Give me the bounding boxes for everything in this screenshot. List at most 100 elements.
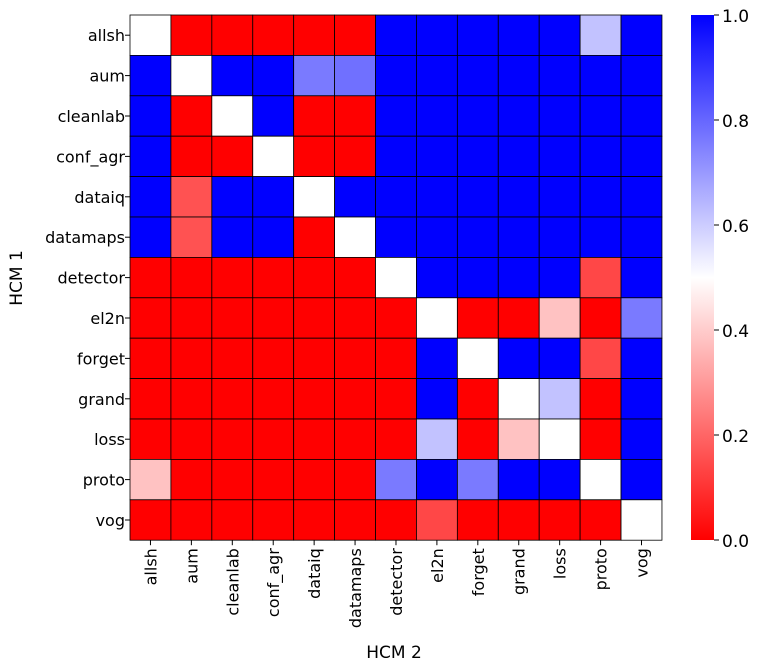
heatmap-cell-el2n-datamaps (334, 297, 376, 339)
heatmap-cell-dataiq-cleanlab (211, 176, 254, 218)
heatmap-cell-grand-datamaps (334, 378, 376, 420)
heatmap-cell-conf_agr-forget (456, 135, 499, 177)
heatmap-cell-detector-conf_agr (252, 256, 295, 299)
heatmap-cell-datamaps-grand (497, 216, 540, 258)
heatmap-cell-vog-datamaps (334, 499, 376, 541)
heatmap-cell-vog-proto (579, 499, 622, 541)
heatmap-cell-aum-dataiq (293, 55, 335, 97)
heatmap-cell-forget-cleanlab (211, 337, 254, 380)
x-tick-label-detector: detector (387, 548, 406, 616)
heatmap-cell-allsh-proto (579, 14, 622, 56)
heatmap-cell-vog-aum (170, 499, 213, 541)
colorbar-tick-label: 0.0 (722, 532, 749, 552)
heatmap-cell-proto-dataiq (293, 458, 335, 501)
x-tick-label-datamaps: datamaps (346, 548, 365, 628)
heatmap-cell-proto-forget (456, 458, 499, 501)
heatmap-cell-detector-allsh (129, 256, 172, 299)
heatmap-cell-detector-dataiq (293, 256, 335, 299)
y-tick-label-datamaps: datamaps (45, 228, 125, 247)
heatmap-cell-proto-conf_agr (252, 458, 295, 501)
heatmap-cell-vog-vog (620, 499, 663, 541)
heatmap-cell-allsh-forget (456, 14, 499, 56)
y-tick-label-el2n: el2n (90, 309, 125, 328)
heatmap-cell-el2n-forget (456, 297, 499, 339)
heatmap-cell-datamaps-dataiq (293, 216, 335, 258)
heatmap-cell-aum-conf_agr (252, 55, 295, 97)
heatmap-cell-proto-proto (579, 458, 622, 501)
heatmap-cell-aum-cleanlab (211, 55, 254, 97)
heatmap-cell-aum-grand (497, 55, 540, 97)
heatmap-cell-loss-forget (456, 418, 499, 460)
heatmap-cell-proto-detector (375, 458, 417, 501)
y-tick-label-loss: loss (94, 430, 125, 449)
heatmap-cell-loss-aum (170, 418, 213, 460)
heatmap-cell-aum-loss (538, 55, 581, 97)
heatmap-cell-detector-grand (497, 256, 540, 299)
heatmap-cell-conf_agr-cleanlab (211, 135, 254, 177)
heatmap-cell-vog-el2n (416, 499, 458, 541)
heatmap-cell-forget-proto (579, 337, 622, 380)
heatmap-cell-datamaps-loss (538, 216, 581, 258)
heatmap-cell-loss-dataiq (293, 418, 335, 460)
heatmap-cell-proto-datamaps (334, 458, 376, 501)
heatmap-cell-dataiq-proto (579, 176, 622, 218)
heatmap-cell-dataiq-aum (170, 176, 213, 218)
heatmap-cell-vog-detector (375, 499, 417, 541)
heatmap-cell-proto-vog (620, 458, 663, 501)
heatmap-cell-el2n-proto (579, 297, 622, 339)
y-axis-title: HCM 1 (7, 250, 27, 306)
heatmap-cell-conf_agr-grand (497, 135, 540, 177)
heatmap-cell-vog-grand (497, 499, 540, 541)
heatmap-cell-allsh-aum (170, 14, 213, 56)
heatmap-cell-conf_agr-allsh (129, 135, 172, 177)
heatmap-cell-loss-proto (579, 418, 622, 460)
y-tick-label-aum: aum (89, 67, 125, 86)
heatmap-cell-grand-vog (620, 378, 663, 420)
heatmap-cell-grand-loss (538, 378, 581, 420)
x-tick-label-loss: loss (551, 548, 570, 579)
colorbar-gradient (691, 15, 714, 540)
heatmap-cell-allsh-grand (497, 14, 540, 56)
y-tick-label-forget: forget (77, 349, 125, 368)
x-tick-label-proto: proto (592, 548, 611, 590)
heatmap-cell-forget-loss (538, 337, 581, 380)
heatmap-cell-detector-forget (456, 256, 499, 299)
y-tick-label-detector: detector (57, 269, 125, 288)
heatmap-cell-cleanlab-el2n (416, 95, 458, 137)
heatmap-cell-dataiq-grand (497, 176, 540, 218)
heatmap-cell-el2n-aum (170, 297, 213, 339)
colorbar-tick-label: 0.2 (722, 427, 749, 447)
heatmap-cell-detector-detector (375, 256, 417, 299)
colorbar-tick-label: 0.6 (722, 217, 749, 237)
heatmap-cell-loss-allsh (129, 418, 172, 460)
heatmap-cell-datamaps-el2n (416, 216, 458, 258)
heatmap-cell-forget-datamaps (334, 337, 376, 380)
heatmap-cell-el2n-el2n (416, 297, 458, 339)
heatmap-cell-vog-cleanlab (211, 499, 254, 541)
heatmap-cell-forget-vog (620, 337, 663, 380)
heatmap-cell-grand-allsh (129, 378, 172, 420)
y-tick-label-vog: vog (96, 511, 125, 530)
heatmap-cell-datamaps-forget (456, 216, 499, 258)
heatmap-cell-cleanlab-conf_agr (252, 95, 295, 137)
heatmap-cell-dataiq-dataiq (293, 176, 335, 218)
x-tick-label-aum: aum (182, 548, 201, 584)
x-tick-labels: allsh aum cleanlab conf_agr dataiq datamaps de… (141, 540, 652, 628)
heatmap-cell-loss-datamaps (334, 418, 376, 460)
heatmap-cell-vog-forget (456, 499, 499, 541)
x-tick-label-cleanlab: cleanlab (223, 548, 242, 615)
heatmap-cell-proto-allsh (129, 458, 172, 501)
colorbar-tick-label: 0.4 (722, 322, 749, 342)
heatmap-cell-el2n-conf_agr (252, 297, 295, 339)
heatmap-cell-conf_agr-el2n (416, 135, 458, 177)
heatmap-cell-cleanlab-cleanlab (211, 95, 254, 137)
heatmap-cell-datamaps-datamaps (334, 216, 376, 258)
heatmap-cell-aum-aum (170, 55, 213, 97)
heatmap-cell-el2n-vog (620, 297, 663, 339)
heatmap-cell-loss-el2n (416, 418, 458, 460)
heatmap-cell-grand-proto (579, 378, 622, 420)
heatmap-cell-detector-el2n (416, 256, 458, 299)
heatmap-cell-dataiq-detector (375, 176, 417, 218)
colorbar: 0.0 0.2 0.4 0.6 0.8 1.0 (691, 7, 749, 552)
